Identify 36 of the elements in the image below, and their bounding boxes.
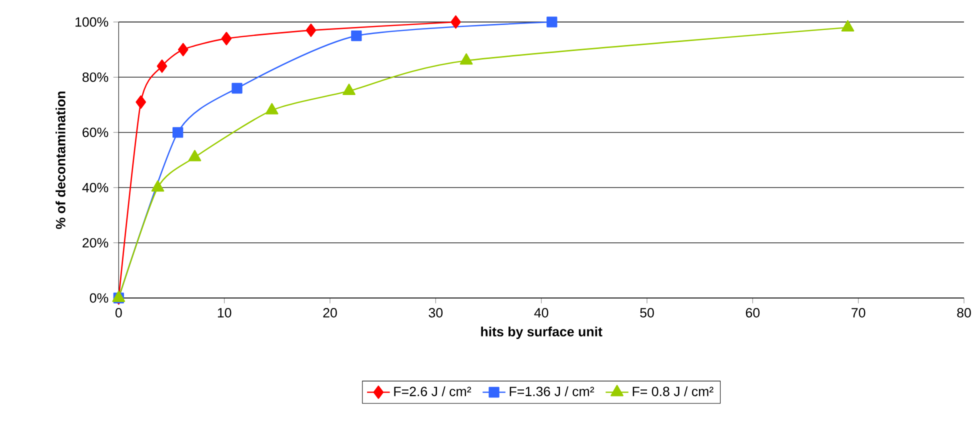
y-tick-label: 20% (82, 238, 108, 248)
point (136, 95, 146, 109)
point (178, 42, 188, 56)
y-tick-label: 60% (82, 128, 108, 138)
y-tick-label: 80% (82, 72, 108, 82)
point (221, 32, 232, 46)
legend-label: F= 0.8 J / cm² (632, 386, 714, 396)
x-tick-label: 0 (115, 308, 122, 318)
point (841, 20, 854, 32)
x-tick-label: 40 (534, 308, 548, 318)
x-tick-label: 30 (428, 308, 443, 318)
x-axis-title: hits by surface unit (481, 326, 602, 340)
x-tick-label: 50 (640, 308, 654, 318)
point (546, 16, 558, 28)
point (450, 15, 461, 29)
legend-label: F=2.6 J / cm² (394, 386, 472, 396)
point (232, 82, 242, 94)
point (156, 59, 168, 73)
y-tick-label: 40% (82, 182, 108, 192)
x-tick-label: 80 (957, 308, 971, 318)
point (151, 180, 164, 192)
y-axis-title: % of decontamination (56, 92, 66, 229)
point (265, 102, 278, 114)
x-tick-label: 20 (323, 308, 337, 318)
x-tick-label: 70 (852, 308, 866, 318)
legend-label: F=1.36 J / cm² (510, 386, 594, 396)
point (342, 84, 356, 95)
point (460, 53, 473, 65)
x-tick-label: 60 (746, 308, 760, 318)
point (188, 150, 202, 162)
x-tick-label: 10 (218, 308, 232, 318)
point (306, 24, 316, 37)
y-tick-label: 100% (76, 17, 108, 27)
point (172, 127, 184, 138)
y-tick-label: 0% (90, 293, 108, 303)
point (351, 30, 362, 42)
